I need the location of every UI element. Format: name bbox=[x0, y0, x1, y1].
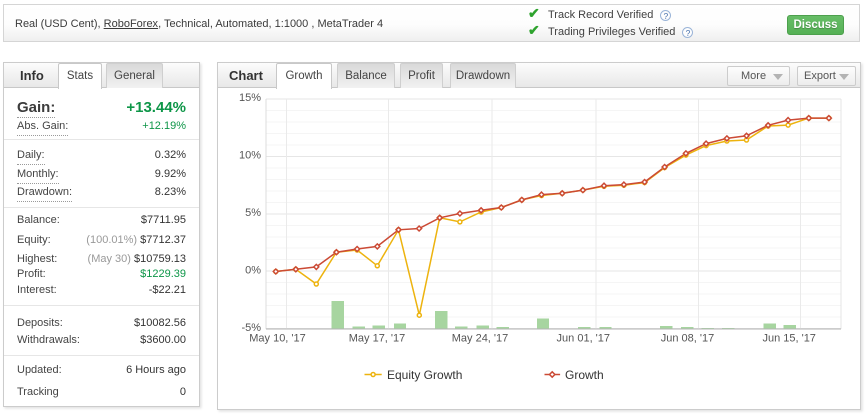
svg-text:5%: 5% bbox=[245, 207, 261, 219]
svg-text:Jun 15, '17: Jun 15, '17 bbox=[762, 333, 815, 345]
svg-text:Jun 08, '17: Jun 08, '17 bbox=[661, 333, 714, 345]
svg-text:-5%: -5% bbox=[241, 322, 261, 334]
svg-text:May 17, '17: May 17, '17 bbox=[349, 333, 406, 345]
svg-text:Equity Growth: Equity Growth bbox=[387, 368, 462, 382]
svg-text:0%: 0% bbox=[245, 264, 261, 276]
svg-text:May 10, '17: May 10, '17 bbox=[249, 333, 306, 345]
svg-text:Jun 01, '17: Jun 01, '17 bbox=[557, 333, 610, 345]
svg-text:15%: 15% bbox=[239, 92, 261, 104]
svg-text:May 24, '17: May 24, '17 bbox=[452, 333, 509, 345]
svg-text:Growth: Growth bbox=[565, 368, 604, 382]
svg-text:10%: 10% bbox=[239, 150, 261, 162]
